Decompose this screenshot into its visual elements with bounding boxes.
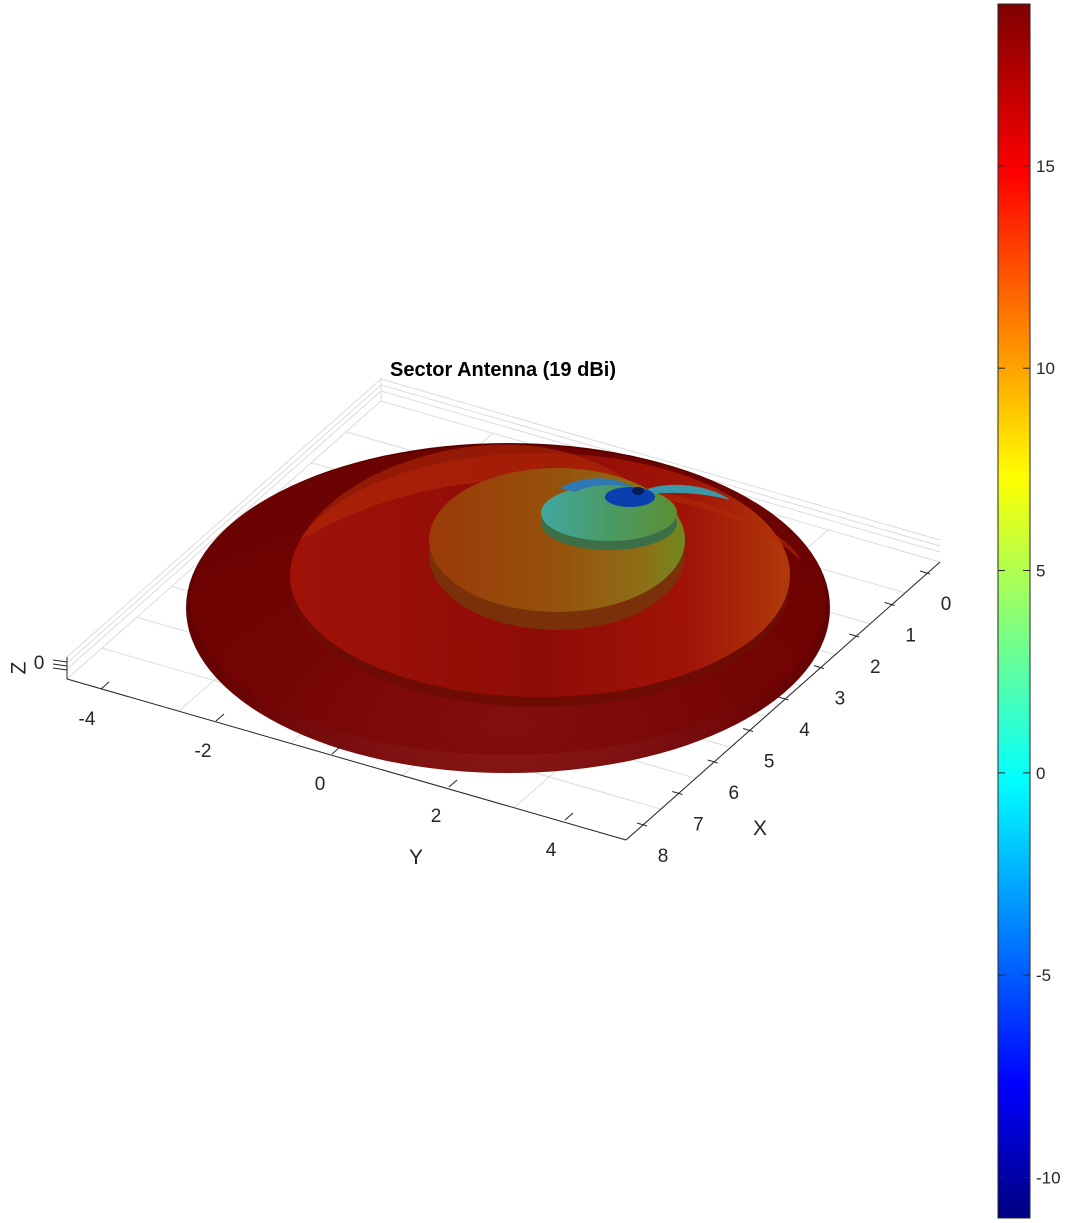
x-tick-mark [742, 728, 754, 732]
colorbar-tick-label: 0 [1036, 764, 1045, 783]
x-tick-mark [707, 759, 718, 764]
surface-null-lobe-right [645, 484, 730, 500]
z-axis-label: Z [8, 661, 31, 674]
x-axis-label: X [753, 817, 767, 840]
surface-level-5-core [632, 487, 644, 495]
x-tick-mark [778, 696, 789, 701]
x-tick-mark [813, 665, 825, 669]
x-tick-label: 5 [764, 752, 775, 773]
z-tick-label: 0 [34, 653, 45, 674]
y-tick-mark [331, 746, 341, 755]
z-tick-mark [52, 663, 68, 667]
chart-title: Sector Antenna (19 dBi) [390, 359, 616, 381]
colorbar-gradient [997, 3, 1031, 1219]
x-tick-label: 4 [799, 720, 810, 741]
y-tick-label: 0 [315, 774, 326, 795]
z-axis: 0 Z [8, 653, 68, 679]
colorbar-tick-label: -5 [1036, 966, 1051, 985]
x-tick-label: 2 [870, 657, 881, 678]
z-tick-mark [52, 659, 68, 663]
x-tick-label: 1 [905, 626, 916, 647]
x-tick-mark [672, 791, 683, 795]
x-tick-mark [849, 633, 860, 638]
colorbar-tick-label: -10 [1036, 1169, 1061, 1188]
gain-surface [186, 443, 830, 773]
y-tick-mark [448, 779, 458, 788]
y-tick-label: 2 [431, 806, 442, 827]
surface-top-band [300, 444, 800, 560]
x-tick-label: 8 [658, 846, 669, 867]
y-axis: -4 -2 0 2 4 Y [66, 678, 627, 869]
y-tick-label: -2 [195, 741, 212, 762]
x-tick-label: 6 [728, 783, 739, 804]
x-tick-label: 7 [693, 815, 704, 836]
x-axis: 0 1 2 3 4 5 6 7 8 X [625, 561, 952, 867]
colorbar-tick-label: 15 [1036, 157, 1055, 176]
y-tick-mark [215, 713, 225, 722]
y-tick-label: -4 [79, 709, 96, 730]
surface-null-lobe-left [560, 478, 638, 492]
colorbar-tick-label: 5 [1036, 562, 1045, 581]
surface-level-5 [605, 487, 655, 507]
colorbar: 15 10 5 0 -5 -10 [997, 3, 1061, 1219]
x-tick-label: 0 [941, 594, 952, 615]
x-tick-mark [884, 602, 895, 606]
x-tick-label: 3 [835, 689, 846, 710]
y-tick-label: 4 [546, 840, 557, 861]
x-tick-mark [636, 822, 648, 827]
colorbar-tick-label: 10 [1036, 359, 1055, 378]
z-tick-mark [52, 667, 68, 671]
y-axis-label: Y [409, 846, 423, 869]
y-tick-mark [100, 681, 110, 690]
x-tick-mark [919, 570, 931, 575]
y-tick-mark [564, 812, 574, 821]
